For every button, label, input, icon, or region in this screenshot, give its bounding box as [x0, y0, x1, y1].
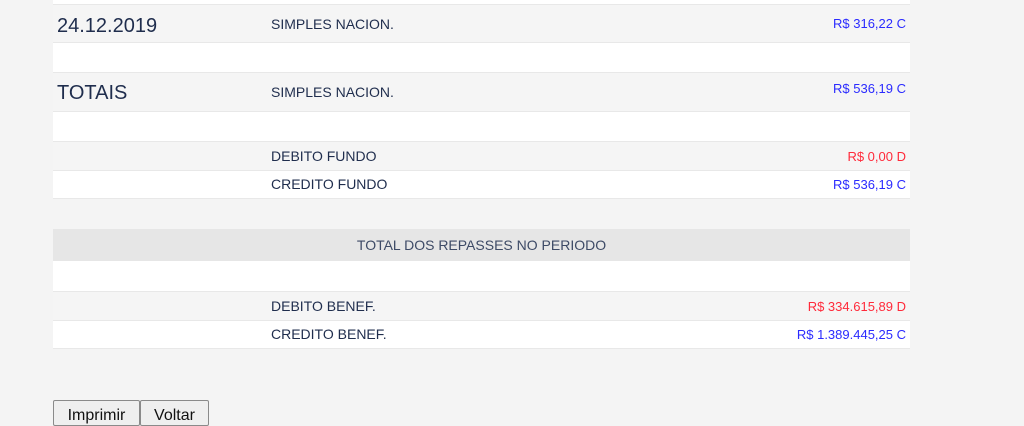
totals-table: TOTAL DOS REPASSES NO PERIODO DEBITO BEN…	[53, 229, 910, 349]
report-table: 24.12.2019 SIMPLES NACION. R$ 316,22 C T…	[53, 0, 910, 199]
amount-cell: R$ 334.615,89 D	[807, 299, 906, 314]
label-cell: SIMPLES NACION.	[271, 16, 394, 32]
amount-cell: R$ 536,19 C	[833, 81, 906, 96]
table-row: DEBITO BENEF. R$ 334.615,89 D	[53, 292, 910, 321]
table-row: 24.12.2019 SIMPLES NACION. R$ 316,22 C	[53, 5, 910, 43]
spacer-row	[53, 43, 910, 73]
table-row: CREDITO FUNDO R$ 536,19 C	[53, 171, 910, 199]
table-row: CREDITO BENEF. R$ 1.389.445,25 C	[53, 321, 910, 349]
amount-cell: R$ 1.389.445,25 C	[796, 327, 906, 342]
amount-cell: R$ 316,22 C	[833, 16, 906, 31]
amount-cell: R$ 0,00 D	[847, 149, 906, 164]
spacer-row	[53, 112, 910, 142]
label-cell: CREDITO BENEF.	[271, 326, 387, 342]
spacer-row	[53, 261, 910, 292]
spacer-row	[53, 0, 910, 5]
date-cell: 24.12.2019	[57, 15, 158, 37]
section-header: TOTAL DOS REPASSES NO PERIODO	[53, 229, 910, 261]
back-button[interactable]: Voltar	[140, 400, 209, 426]
amount-cell: R$ 536,19 C	[833, 177, 906, 192]
print-button[interactable]: Imprimir	[53, 400, 140, 426]
totals-cell: TOTAIS	[57, 82, 128, 104]
label-cell: DEBITO FUNDO	[271, 148, 377, 164]
table-row: TOTAIS SIMPLES NACION. R$ 536,19 C	[53, 73, 910, 112]
label-cell: CREDITO FUNDO	[271, 176, 388, 192]
label-cell: SIMPLES NACION.	[271, 84, 394, 100]
table-row: DEBITO FUNDO R$ 0,00 D	[53, 142, 910, 171]
label-cell: DEBITO BENEF.	[271, 298, 376, 314]
